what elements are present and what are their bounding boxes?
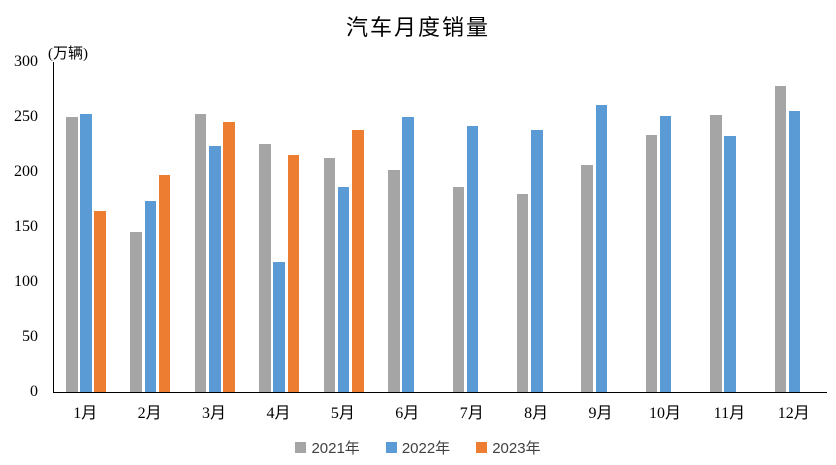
bar-2021年-7月 — [452, 186, 464, 392]
bar-2022年-7月 — [466, 125, 479, 392]
bar-2023年-1月 — [94, 210, 106, 392]
x-tick-label: 3月 — [202, 405, 227, 422]
y-tick-label: 250 — [14, 108, 38, 125]
legend-swatch-2021 — [295, 442, 307, 453]
bar-2022年-6月 — [402, 116, 414, 392]
x-tick-label: 11月 — [713, 405, 746, 422]
bar-2022年-11月 — [724, 135, 736, 392]
x-tick-label: 7月 — [459, 405, 484, 422]
bar-2023年-2月 — [158, 174, 171, 392]
bar-2022年-5月 — [337, 187, 350, 392]
bar-2021年-8月 — [516, 194, 529, 392]
legend-item-2023: 2023年 — [476, 437, 541, 458]
bar-2021年-9月 — [581, 164, 593, 392]
bar-2023年-3月 — [223, 122, 235, 392]
y-tick-label: 200 — [14, 163, 38, 180]
y-axis-labels: 0 50 100 150 200 250 300 — [0, 0, 38, 465]
bar-2022年-9月 — [595, 104, 608, 392]
bar-2022年-4月 — [273, 262, 285, 392]
x-tick-label: 4月 — [266, 405, 291, 422]
legend-label-2022: 2022年 — [401, 440, 451, 457]
legend-label-2021: 2021年 — [311, 440, 360, 457]
bar-2021年-5月 — [323, 157, 336, 392]
plot-area — [53, 62, 827, 393]
x-tick-label: 1月 — [73, 405, 98, 422]
bar-2021年-2月 — [130, 231, 142, 392]
legend-item-2021: 2021年 — [295, 437, 360, 458]
bar-2022年-1月 — [80, 113, 92, 392]
bar-2022年-2月 — [144, 200, 157, 392]
bar-2023年-5月 — [352, 129, 364, 392]
chart-legend: 2021年 2022年 2023年 — [0, 437, 836, 458]
bar-2022年-10月 — [659, 116, 672, 392]
x-tick-label: 2月 — [137, 405, 162, 422]
bar-2023年-4月 — [287, 154, 300, 392]
x-tick-label: 5月 — [330, 405, 355, 422]
legend-swatch-2022 — [385, 442, 397, 453]
bar-2022年-3月 — [209, 146, 221, 392]
bar-2022年-12月 — [788, 110, 801, 392]
bar-2021年-1月 — [66, 116, 78, 392]
x-tick-label: 9月 — [588, 405, 613, 422]
bar-2021年-3月 — [194, 114, 207, 392]
y-tick-label: 100 — [14, 273, 38, 290]
x-tick-label: 6月 — [395, 405, 420, 422]
bar-2021年-4月 — [259, 144, 271, 392]
chart-title: 汽车月度销量 — [345, 15, 490, 40]
legend-swatch-2023 — [476, 442, 488, 453]
x-tick-label: 12月 — [777, 405, 810, 422]
bar-2021年-12月 — [774, 85, 787, 392]
legend-label-2023: 2023年 — [492, 440, 541, 457]
x-tick-label: 10月 — [648, 405, 681, 422]
x-tick-label: 8月 — [524, 405, 549, 422]
bar-2022年-8月 — [531, 129, 543, 392]
y-axis-unit-label: (万辆) — [48, 46, 88, 62]
bar-2021年-10月 — [645, 135, 658, 392]
y-tick-label: 150 — [14, 218, 38, 235]
bar-2021年-11月 — [710, 114, 722, 392]
legend-item-2022: 2022年 — [385, 437, 451, 458]
y-tick-label: 0 — [30, 383, 38, 400]
bar-2021年-6月 — [388, 170, 400, 392]
y-tick-label: 300 — [14, 53, 38, 70]
y-tick-label: 50 — [22, 328, 38, 345]
x-axis-labels: 1月 2月 3月 4月 5月 6月 7月 8月 9月 10月 11月 12月 — [53, 399, 826, 422]
